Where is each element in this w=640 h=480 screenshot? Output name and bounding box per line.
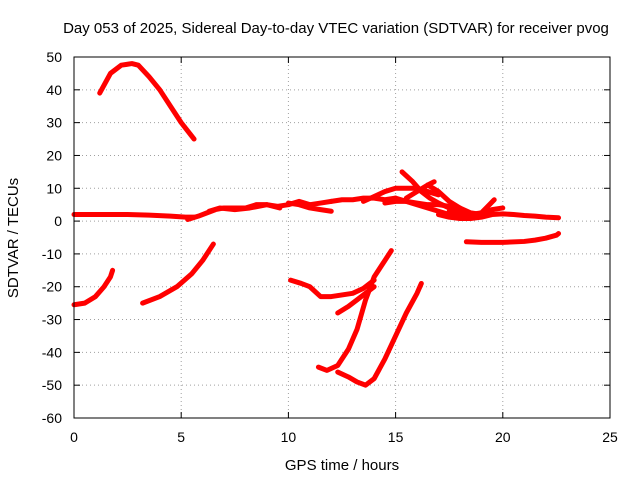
series-arc-10 <box>328 195 399 204</box>
y-tick-label: -60 <box>42 410 62 426</box>
x-tick-label: 10 <box>281 429 297 445</box>
x-tick-label: 20 <box>495 429 511 445</box>
series-arc-03 <box>97 61 197 142</box>
series-arc-05 <box>140 241 216 306</box>
y-tick-label: -40 <box>42 344 62 360</box>
y-tick-label: 50 <box>46 49 62 65</box>
y-tick-label: 30 <box>46 115 62 131</box>
chart-title: Day 053 of 2025, Sidereal Day-to-day VTE… <box>63 20 609 37</box>
x-axis-label: GPS time / hours <box>285 457 399 474</box>
y-axis-label: SDTVAR / TECUs <box>5 178 22 298</box>
axis-ticks <box>73 56 611 419</box>
series-arc-15 <box>403 179 437 201</box>
series-arc-23 <box>335 280 424 388</box>
series-arc-18 <box>435 211 562 221</box>
plot-frame <box>73 56 611 419</box>
y-tick-label: -30 <box>42 312 62 328</box>
series-arc-20 <box>288 277 377 300</box>
data-series <box>71 61 562 388</box>
y-tick-label: -10 <box>42 246 62 262</box>
series-arc-09 <box>285 200 334 214</box>
y-tick-label: 20 <box>46 147 62 163</box>
y-tick-label: 10 <box>46 180 62 196</box>
y-tick-label: -50 <box>42 377 62 393</box>
grid-lines <box>74 57 610 418</box>
y-tick-labels: -60 -50 -40 -30 -20 -10 0 10 20 30 40 50 <box>42 49 62 426</box>
series-arc-02 <box>82 212 197 220</box>
x-tick-label: 5 <box>177 429 185 445</box>
x-tick-label: 25 <box>602 429 618 445</box>
series-arc-04 <box>71 267 116 308</box>
y-tick-label: -20 <box>42 279 62 295</box>
x-tick-label: 15 <box>388 429 404 445</box>
x-tick-label: 0 <box>70 429 78 445</box>
y-tick-label: 40 <box>46 82 62 98</box>
series-arc-22 <box>315 248 394 373</box>
y-tick-label: 0 <box>54 213 62 229</box>
series-arc-19 <box>463 231 562 245</box>
x-tick-labels: 0 5 10 15 20 25 <box>70 429 618 445</box>
series-arc-11 <box>360 185 441 204</box>
